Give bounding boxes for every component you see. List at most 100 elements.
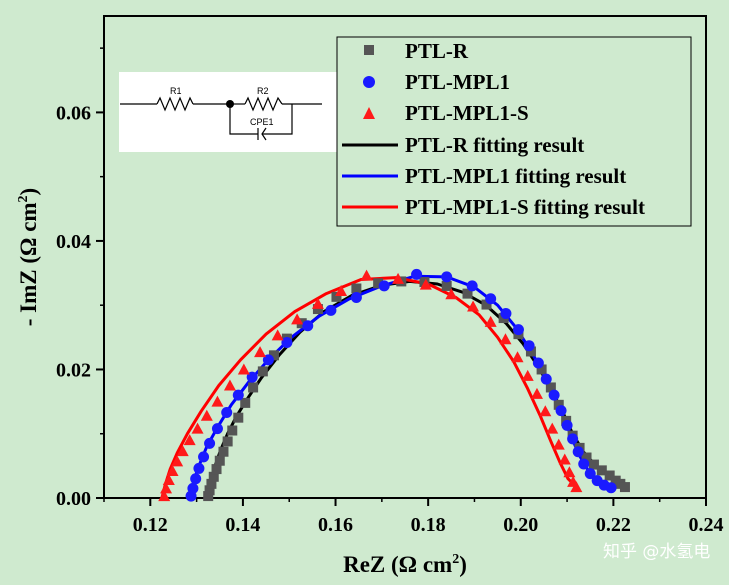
x-tick-label: 0.16 — [318, 514, 353, 536]
data-point-ptl-r — [536, 364, 547, 375]
legend-label-ptl-mpl1: PTL-MPL1 — [405, 70, 510, 94]
data-point-ptl-r — [204, 485, 215, 496]
data-point-ptl-r — [553, 399, 564, 410]
data-point-ptl-mpl1 — [466, 280, 478, 292]
x-tick-label: 0.22 — [596, 514, 631, 536]
data-point-ptl-mpl1-s — [419, 278, 432, 290]
data-point-ptl-mpl1 — [548, 389, 560, 401]
wire-cpe-right — [262, 104, 293, 135]
data-point-ptl-r — [208, 471, 219, 482]
data-point-ptl-mpl1-s — [211, 395, 224, 407]
resistor-r2 — [244, 96, 283, 112]
data-point-ptl-mpl1-s — [570, 481, 583, 493]
data-point-ptl-mpl1-s — [392, 272, 405, 284]
data-point-ptl-r — [227, 425, 238, 436]
data-point-ptl-r — [214, 455, 225, 466]
data-point-ptl-r — [604, 470, 615, 481]
data-point-ptl-r — [596, 465, 607, 476]
data-point-ptl-mpl1 — [281, 336, 293, 348]
data-point-ptl-mpl1 — [532, 357, 544, 369]
watermark: 知乎 @水氢电 — [603, 542, 710, 562]
data-point-ptl-mpl1 — [302, 320, 314, 332]
circuit-inset: R1 R2 CPE1 — [119, 72, 337, 152]
data-point-ptl-mpl1 — [605, 482, 617, 494]
legend-marker-ptl-mpl1 — [363, 76, 375, 88]
data-point-ptl-mpl1 — [567, 433, 579, 445]
data-point-ptl-mpl1 — [561, 419, 573, 431]
label-r2: R2 — [257, 86, 269, 96]
data-point-ptl-r — [525, 346, 536, 357]
data-point-ptl-mpl1-s — [158, 490, 171, 502]
data-point-ptl-mpl1 — [190, 473, 202, 485]
data-point-ptl-mpl1-s — [511, 351, 524, 363]
data-point-ptl-mpl1 — [325, 304, 337, 316]
data-point-ptl-mpl1 — [204, 437, 216, 449]
data-point-ptl-mpl1 — [198, 451, 210, 463]
data-point-ptl-mpl1-s — [484, 315, 497, 327]
data-point-ptl-mpl1-s — [546, 422, 559, 434]
data-point-ptl-mpl1-s — [360, 269, 373, 281]
data-point-ptl-r — [240, 397, 251, 408]
data-point-ptl-mpl1-s — [521, 369, 534, 381]
y-axis-title: - ImZ (Ω cm2) — [16, 188, 41, 326]
data-point-ptl-mpl1-s — [191, 422, 204, 434]
data-point-ptl-mpl1-s — [254, 346, 267, 358]
data-point-ptl-r — [351, 283, 362, 294]
plot-frame — [103, 15, 707, 499]
data-point-ptl-mpl1-s — [176, 445, 189, 457]
x-tick-label: 0.20 — [503, 514, 538, 536]
data-point-ptl-mpl1-s — [166, 465, 179, 477]
y-tick-label: 0.02 — [56, 359, 91, 381]
data-point-ptl-r — [233, 412, 244, 423]
data-point-ptl-r — [331, 291, 342, 302]
data-point-ptl-mpl1-s — [223, 379, 236, 391]
data-point-ptl-r — [373, 278, 384, 289]
data-point-ptl-mpl1-s — [311, 297, 324, 309]
legend-marker-ptl-r — [364, 45, 374, 55]
data-point-ptl-mpl1 — [540, 373, 552, 385]
data-point-ptl-mpl1-s — [160, 482, 173, 494]
data-point-ptl-r — [441, 280, 452, 291]
x-axis-title: ReZ (Ω cm2) — [343, 552, 467, 577]
legend-box — [336, 36, 692, 227]
data-point-ptl-mpl1 — [512, 324, 524, 336]
data-point-ptl-mpl1 — [193, 462, 205, 474]
data-point-ptl-mpl1-s — [499, 333, 512, 345]
data-point-ptl-r — [218, 446, 229, 457]
legend-label-ptl-r-fit: PTL-R fitting result — [405, 133, 584, 157]
data-point-ptl-mpl1 — [500, 308, 512, 320]
legend-label-ptl-mpl1-s-fit: PTL-MPL1-S fitting result — [405, 195, 645, 219]
data-point-ptl-r — [222, 436, 233, 447]
x-tick-label: 0.12 — [133, 514, 168, 536]
y-tick-label: 0.00 — [56, 488, 91, 510]
data-point-ptl-r — [268, 350, 279, 361]
data-point-ptl-mpl1 — [350, 291, 362, 303]
data-point-ptl-mpl1-s — [445, 288, 458, 300]
data-point-ptl-r — [257, 366, 268, 377]
wire-cpe-left — [229, 104, 258, 135]
data-point-ptl-r — [203, 491, 214, 502]
data-point-ptl-mpl1-s — [539, 405, 552, 417]
circuit-inset-background — [119, 72, 337, 152]
data-point-ptl-mpl1 — [584, 468, 596, 480]
data-point-ptl-mpl1-s — [530, 387, 543, 399]
data-point-ptl-r — [312, 304, 323, 315]
data-point-ptl-r — [248, 382, 259, 393]
data-point-ptl-mpl1-s — [200, 409, 213, 421]
resistor-r1 — [156, 96, 194, 112]
data-point-ptl-r — [619, 482, 630, 493]
data-point-ptl-r — [211, 464, 222, 475]
legend-label-ptl-r: PTL-R — [405, 39, 469, 63]
data-markers — [158, 268, 630, 502]
x-tick-label: 0.18 — [411, 514, 446, 536]
data-point-ptl-mpl1-s — [552, 438, 565, 450]
axes: 0.12 0.14 0.16 0.18 0.20 0.22 0.24 0.00 0.02 0.04… — [56, 47, 724, 536]
data-point-ptl-mpl1-s — [237, 363, 250, 375]
data-point-ptl-mpl1 — [555, 405, 567, 417]
data-point-ptl-r — [581, 452, 592, 463]
data-point-ptl-mpl1 — [411, 268, 423, 280]
data-point-ptl-mpl1-s — [558, 453, 571, 465]
label-r1: R1 — [170, 86, 182, 96]
y-tick-label: 0.04 — [56, 231, 91, 253]
data-point-ptl-mpl1 — [378, 280, 390, 292]
